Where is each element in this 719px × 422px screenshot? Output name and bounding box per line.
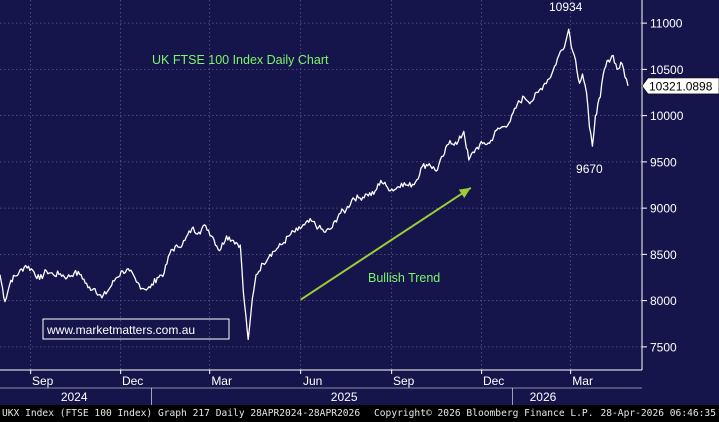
x-axis: Sep Dec Mar Jun Sep Dec Mar 2024 2025 2026 bbox=[0, 369, 642, 405]
x-tick-label: Jun bbox=[303, 374, 322, 388]
x-tick-label: Sep bbox=[32, 374, 54, 388]
source-link-border bbox=[42, 318, 230, 340]
peak-label: 10934 bbox=[549, 0, 583, 14]
trough-label: 9670 bbox=[576, 162, 603, 176]
gridlines bbox=[0, 0, 642, 370]
x-tick-label: Mar bbox=[211, 374, 232, 388]
x-year-label: 2026 bbox=[530, 390, 557, 404]
bloomberg-footer: UKX Index (FTSE 100 Index) Graph 217 Dai… bbox=[0, 405, 719, 422]
x-tick-label: Sep bbox=[393, 374, 415, 388]
last-price-label: 10321.0898 bbox=[649, 79, 713, 93]
y-tick-label: 11000 bbox=[650, 17, 683, 31]
last-price-badge-shape bbox=[641, 77, 719, 95]
price-line bbox=[0, 28, 629, 341]
footer-series-info: UKX Index (FTSE 100 Index) Graph 217 Dai… bbox=[2, 408, 361, 419]
y-tick-label: 7500 bbox=[650, 340, 677, 354]
y-axis: 7500 8000 8500 9000 9500 10000 10500 11000 bbox=[641, 0, 684, 370]
footer-copyright: Copyright© 2026 Bloomberg Finance L.P. bbox=[374, 408, 594, 419]
footer-timestamp: 28-Apr-2026 06:46:35 bbox=[600, 408, 716, 419]
trend-arrow-line bbox=[300, 186, 472, 301]
y-tick-label: 8500 bbox=[650, 248, 677, 262]
x-year-label: 2025 bbox=[331, 390, 358, 404]
x-tick-label: Dec bbox=[483, 374, 504, 388]
x-tick-label: Dec bbox=[122, 374, 143, 388]
y-tick-label: 8000 bbox=[650, 294, 677, 308]
last-price-badge: 10321.0898 bbox=[641, 77, 719, 95]
source-link-text[interactable]: www.marketmatters.com.au bbox=[46, 323, 195, 337]
trend-label: Bullish Trend bbox=[368, 271, 440, 285]
y-tick-label: 9500 bbox=[650, 155, 677, 169]
x-year-label: 2024 bbox=[61, 390, 88, 404]
annotations: 10934 9670 Bullish Trend bbox=[300, 0, 603, 301]
trend-arrow-head bbox=[458, 187, 471, 198]
y-tick-label: 9000 bbox=[650, 202, 677, 216]
y-tick-label: 10000 bbox=[650, 109, 684, 123]
source-link-box[interactable]: www.marketmatters.com.au bbox=[42, 318, 230, 340]
chart-title: UK FTSE 100 Index Daily Chart bbox=[152, 53, 329, 67]
y-tick-label: 10500 bbox=[650, 63, 684, 77]
plot-background bbox=[0, 0, 719, 405]
x-tick-label: Mar bbox=[572, 374, 593, 388]
